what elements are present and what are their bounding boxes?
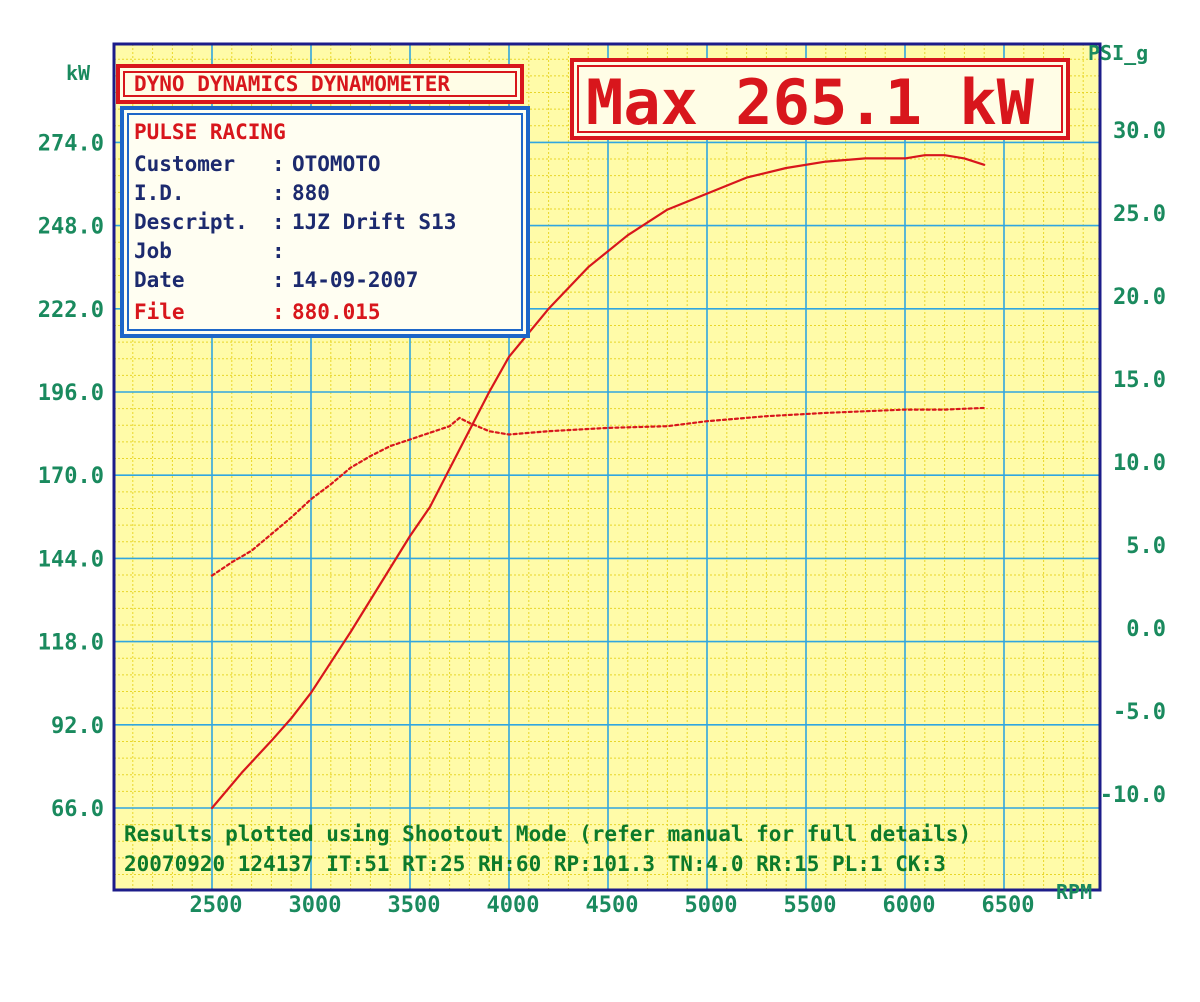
- footer-run-params: 20070920 124137 IT:51 RT:25 RH:60 RP:101…: [124, 852, 946, 876]
- info-value: OTOMOTO: [292, 152, 381, 176]
- info-label: File: [134, 300, 185, 324]
- right-axis-tick-label: 15.0: [1113, 368, 1166, 393]
- dyno-title: DYNO DYNAMICS DYNAMOMETER: [134, 72, 451, 96]
- info-sep: :: [272, 300, 285, 324]
- info-label: Descript.: [134, 210, 248, 234]
- x-axis-unit: RPM: [1056, 880, 1092, 904]
- info-label: Job: [134, 239, 172, 263]
- info-sep: :: [272, 210, 285, 234]
- right-axis-tick-label: 10.0: [1113, 451, 1166, 476]
- right-axis-ticks: -10.0 -5.0 0.0 5.0 10.0 15.0 20.0 25.0 30.0: [1100, 119, 1166, 808]
- boost-pressure-line: [210, 406, 986, 577]
- left-axis-tick-label: 222.0: [38, 298, 104, 323]
- power-curve-line: [210, 154, 986, 810]
- x-axis-tick-label: 3000: [289, 893, 342, 918]
- x-axis-tick-label: 6500: [982, 893, 1035, 918]
- max-power-box: Max 265.1 kW: [570, 58, 1070, 140]
- left-axis-tick-label: 196.0: [38, 381, 104, 406]
- series-layer: [210, 154, 986, 810]
- info-sep: :: [272, 268, 285, 292]
- x-axis-tick-label: 4500: [586, 893, 639, 918]
- info-sep: :: [272, 181, 285, 205]
- run-info-box: PULSE RACING Customer: OTOMOTO I.D.:880 D…: [120, 106, 530, 338]
- info-label: Date: [134, 268, 185, 292]
- right-axis-unit: PSI_g: [1088, 41, 1148, 65]
- info-label: I.D.: [134, 181, 185, 205]
- info-value: 880: [292, 181, 330, 205]
- info-value: 1JZ Drift S13: [292, 210, 457, 234]
- x-axis-tick-label: 6000: [883, 893, 936, 918]
- info-row-file: File:880.015: [134, 300, 381, 324]
- x-axis-tick-label: 5500: [784, 893, 837, 918]
- left-axis-ticks: 66.0 92.0 118.0 144.0 170.0 196.0 222.0 248.0 27…: [38, 131, 104, 822]
- plot-frame: [112, 42, 1102, 892]
- info-sep: :: [272, 239, 285, 263]
- right-axis-tick-label: -5.0: [1113, 700, 1166, 725]
- footer-mode-note: Results plotted using Shootout Mode (ref…: [124, 822, 972, 846]
- dyno-title-box: DYNO DYNAMICS DYNAMOMETER: [116, 64, 524, 104]
- left-axis-unit: kW: [66, 61, 91, 85]
- info-row-customer: Customer: OTOMOTO: [134, 152, 381, 176]
- right-axis-tick-label: -10.0: [1100, 783, 1166, 808]
- x-axis-ticks: 2500 3000 3500 4000 4500 5000 5500 6000 6500: [190, 893, 1035, 918]
- right-axis-tick-label: 0.0: [1126, 617, 1166, 642]
- left-axis-tick-label: 248.0: [38, 215, 104, 240]
- info-value: 880.015: [292, 300, 381, 324]
- left-axis-tick-label: 118.0: [38, 631, 104, 656]
- x-axis-tick-label: 5000: [685, 893, 738, 918]
- info-row-description: Descript.:1JZ Drift S13: [134, 210, 456, 234]
- info-value: 14-09-2007: [292, 268, 419, 292]
- info-label: Customer: [134, 152, 236, 176]
- info-sep: :: [272, 152, 285, 176]
- left-axis-tick-label: 144.0: [38, 547, 104, 572]
- info-row-date: Date:14-09-2007: [134, 268, 418, 292]
- max-power-text: Max 265.1 kW: [586, 66, 1034, 139]
- x-axis-tick-label: 4000: [487, 893, 540, 918]
- right-axis-tick-label: 25.0: [1113, 202, 1166, 227]
- right-axis-tick-label: 5.0: [1126, 534, 1166, 559]
- right-axis-tick-label: 20.0: [1113, 285, 1166, 310]
- x-axis-tick-label: 2500: [190, 893, 243, 918]
- info-row-id: I.D.:880: [134, 181, 330, 205]
- info-row-job: Job:: [134, 239, 292, 263]
- left-axis-tick-label: 170.0: [38, 464, 104, 489]
- left-axis-tick-label: 66.0: [51, 797, 104, 822]
- left-axis-tick-label: 92.0: [51, 714, 104, 739]
- company-name: PULSE RACING: [134, 120, 286, 144]
- right-axis-tick-label: 30.0: [1113, 119, 1166, 144]
- left-axis-tick-label: 274.0: [38, 131, 104, 156]
- x-axis-tick-label: 3500: [388, 893, 441, 918]
